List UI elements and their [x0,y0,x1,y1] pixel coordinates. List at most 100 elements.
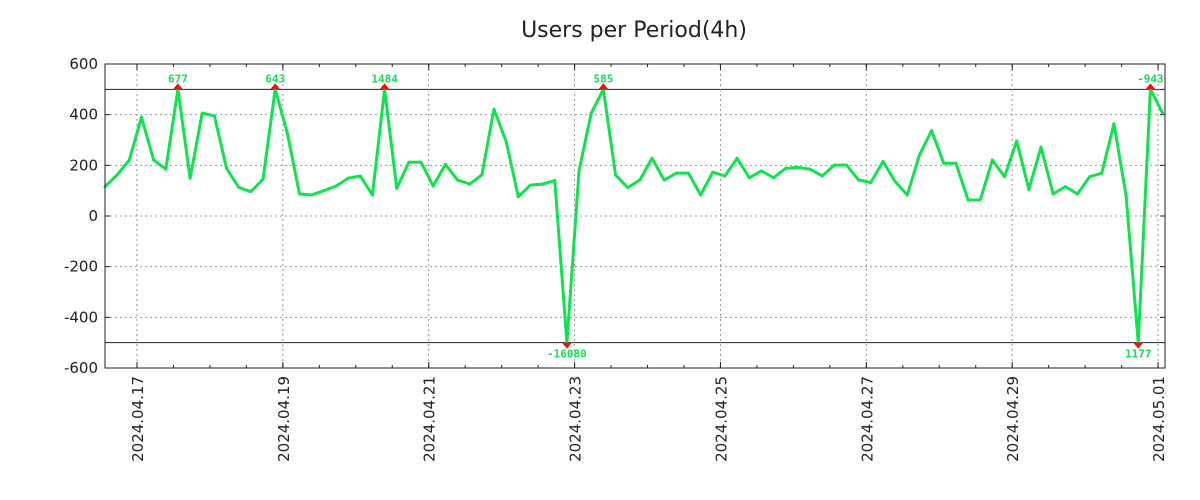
data-point [1088,175,1092,179]
grid [105,64,1165,368]
data-point [225,166,229,170]
data-point [395,186,399,190]
data-point [1100,171,1104,175]
x-tick-label: 2024.04.29 [1004,376,1022,462]
data-point [662,178,666,182]
series-users [103,87,1165,345]
data-point [1075,192,1079,196]
outlier-up-marker-icon [598,83,609,90]
data-point [686,171,690,175]
outlier-label: -943 [1137,72,1164,85]
data-point [212,114,216,118]
data-point [699,193,703,197]
data-point [1112,122,1116,126]
outlier-up-marker-icon [1145,83,1156,90]
data-point [516,195,520,199]
data-point [735,156,739,160]
data-point [346,176,350,180]
data-point [152,158,156,162]
data-point [772,176,776,180]
data-point [541,182,545,186]
outlier-up-marker-icon [379,83,390,90]
data-point [261,177,265,181]
data-point [942,161,946,165]
outlier-label: -16080 [547,348,587,361]
data-point [188,176,192,180]
data-point [917,153,921,157]
data-point [504,140,508,144]
data-point [784,166,788,170]
data-point [249,190,253,194]
y-tick-label: -200 [64,258,98,276]
data-point [285,131,289,135]
data-point [164,167,168,171]
y-tick-label: -400 [64,308,98,326]
data-point [930,129,934,133]
outlier-label: 643 [265,72,285,85]
x-tick-label: 2024.05.01 [1150,376,1168,462]
data-point [443,162,447,166]
data-point [796,165,800,169]
data-point [553,179,557,183]
y-axis: 600 400 200 0 -200 -400 -600 [64,55,1165,377]
data-point [674,171,678,175]
outlier-label: 1484 [371,72,398,85]
data-point [358,174,362,178]
outlier-down-marker-icon [561,342,572,349]
data-point [468,182,472,186]
data-point [820,174,824,178]
data-point [334,184,338,188]
data-point [1003,175,1007,179]
data-point [954,161,958,165]
y-tick-label: 0 [88,207,98,225]
data-point [905,193,909,197]
data-point [431,184,435,188]
x-tick-label: 2024.04.19 [275,376,293,462]
y-tick-label: 200 [69,156,98,174]
data-point [893,180,897,184]
data-point [310,193,314,197]
y-tick-label: 400 [69,106,98,124]
data-point [1027,187,1031,191]
data-point [480,173,484,177]
outlier-up-marker-icon [172,83,183,90]
data-point [127,158,131,162]
outlier-down-marker-icon [1133,342,1144,349]
data-point [845,163,849,167]
y-tick-label: 600 [69,55,98,73]
data-point [638,178,642,182]
data-point [808,167,812,171]
data-point [650,156,654,160]
x-tick-label: 2024.04.25 [712,376,730,462]
data-point [322,189,326,193]
data-point [869,181,873,185]
data-point [1039,145,1043,149]
x-axis: 2024.04.17 2024.04.19 2024.04.21 2024.04.23… [129,64,1168,462]
data-point [419,160,423,164]
data-point [528,183,532,187]
data-point [978,198,982,202]
data-point [614,173,618,177]
outlier-markers: 677 643 1484 -16080 585 1177 -943 [168,72,1164,360]
data-point [1015,139,1019,143]
data-point [139,115,143,119]
data-point [1161,111,1165,115]
data-point [297,192,301,196]
x-tick-label: 2024.04.27 [858,376,876,462]
data-point [857,178,861,182]
data-point [115,173,119,177]
plot-frame [104,63,1166,369]
chart-title: Users per Period(4h) [521,18,747,43]
data-point [407,160,411,164]
data-point [723,174,727,178]
data-point [747,176,751,180]
data-point [832,163,836,167]
y-tick-label: -600 [64,359,98,377]
data-point [1051,192,1055,196]
data-point [456,178,460,182]
data-point [1063,185,1067,189]
data-point [626,186,630,190]
x-tick-label: 2024.04.21 [421,376,439,462]
data-point [370,193,374,197]
